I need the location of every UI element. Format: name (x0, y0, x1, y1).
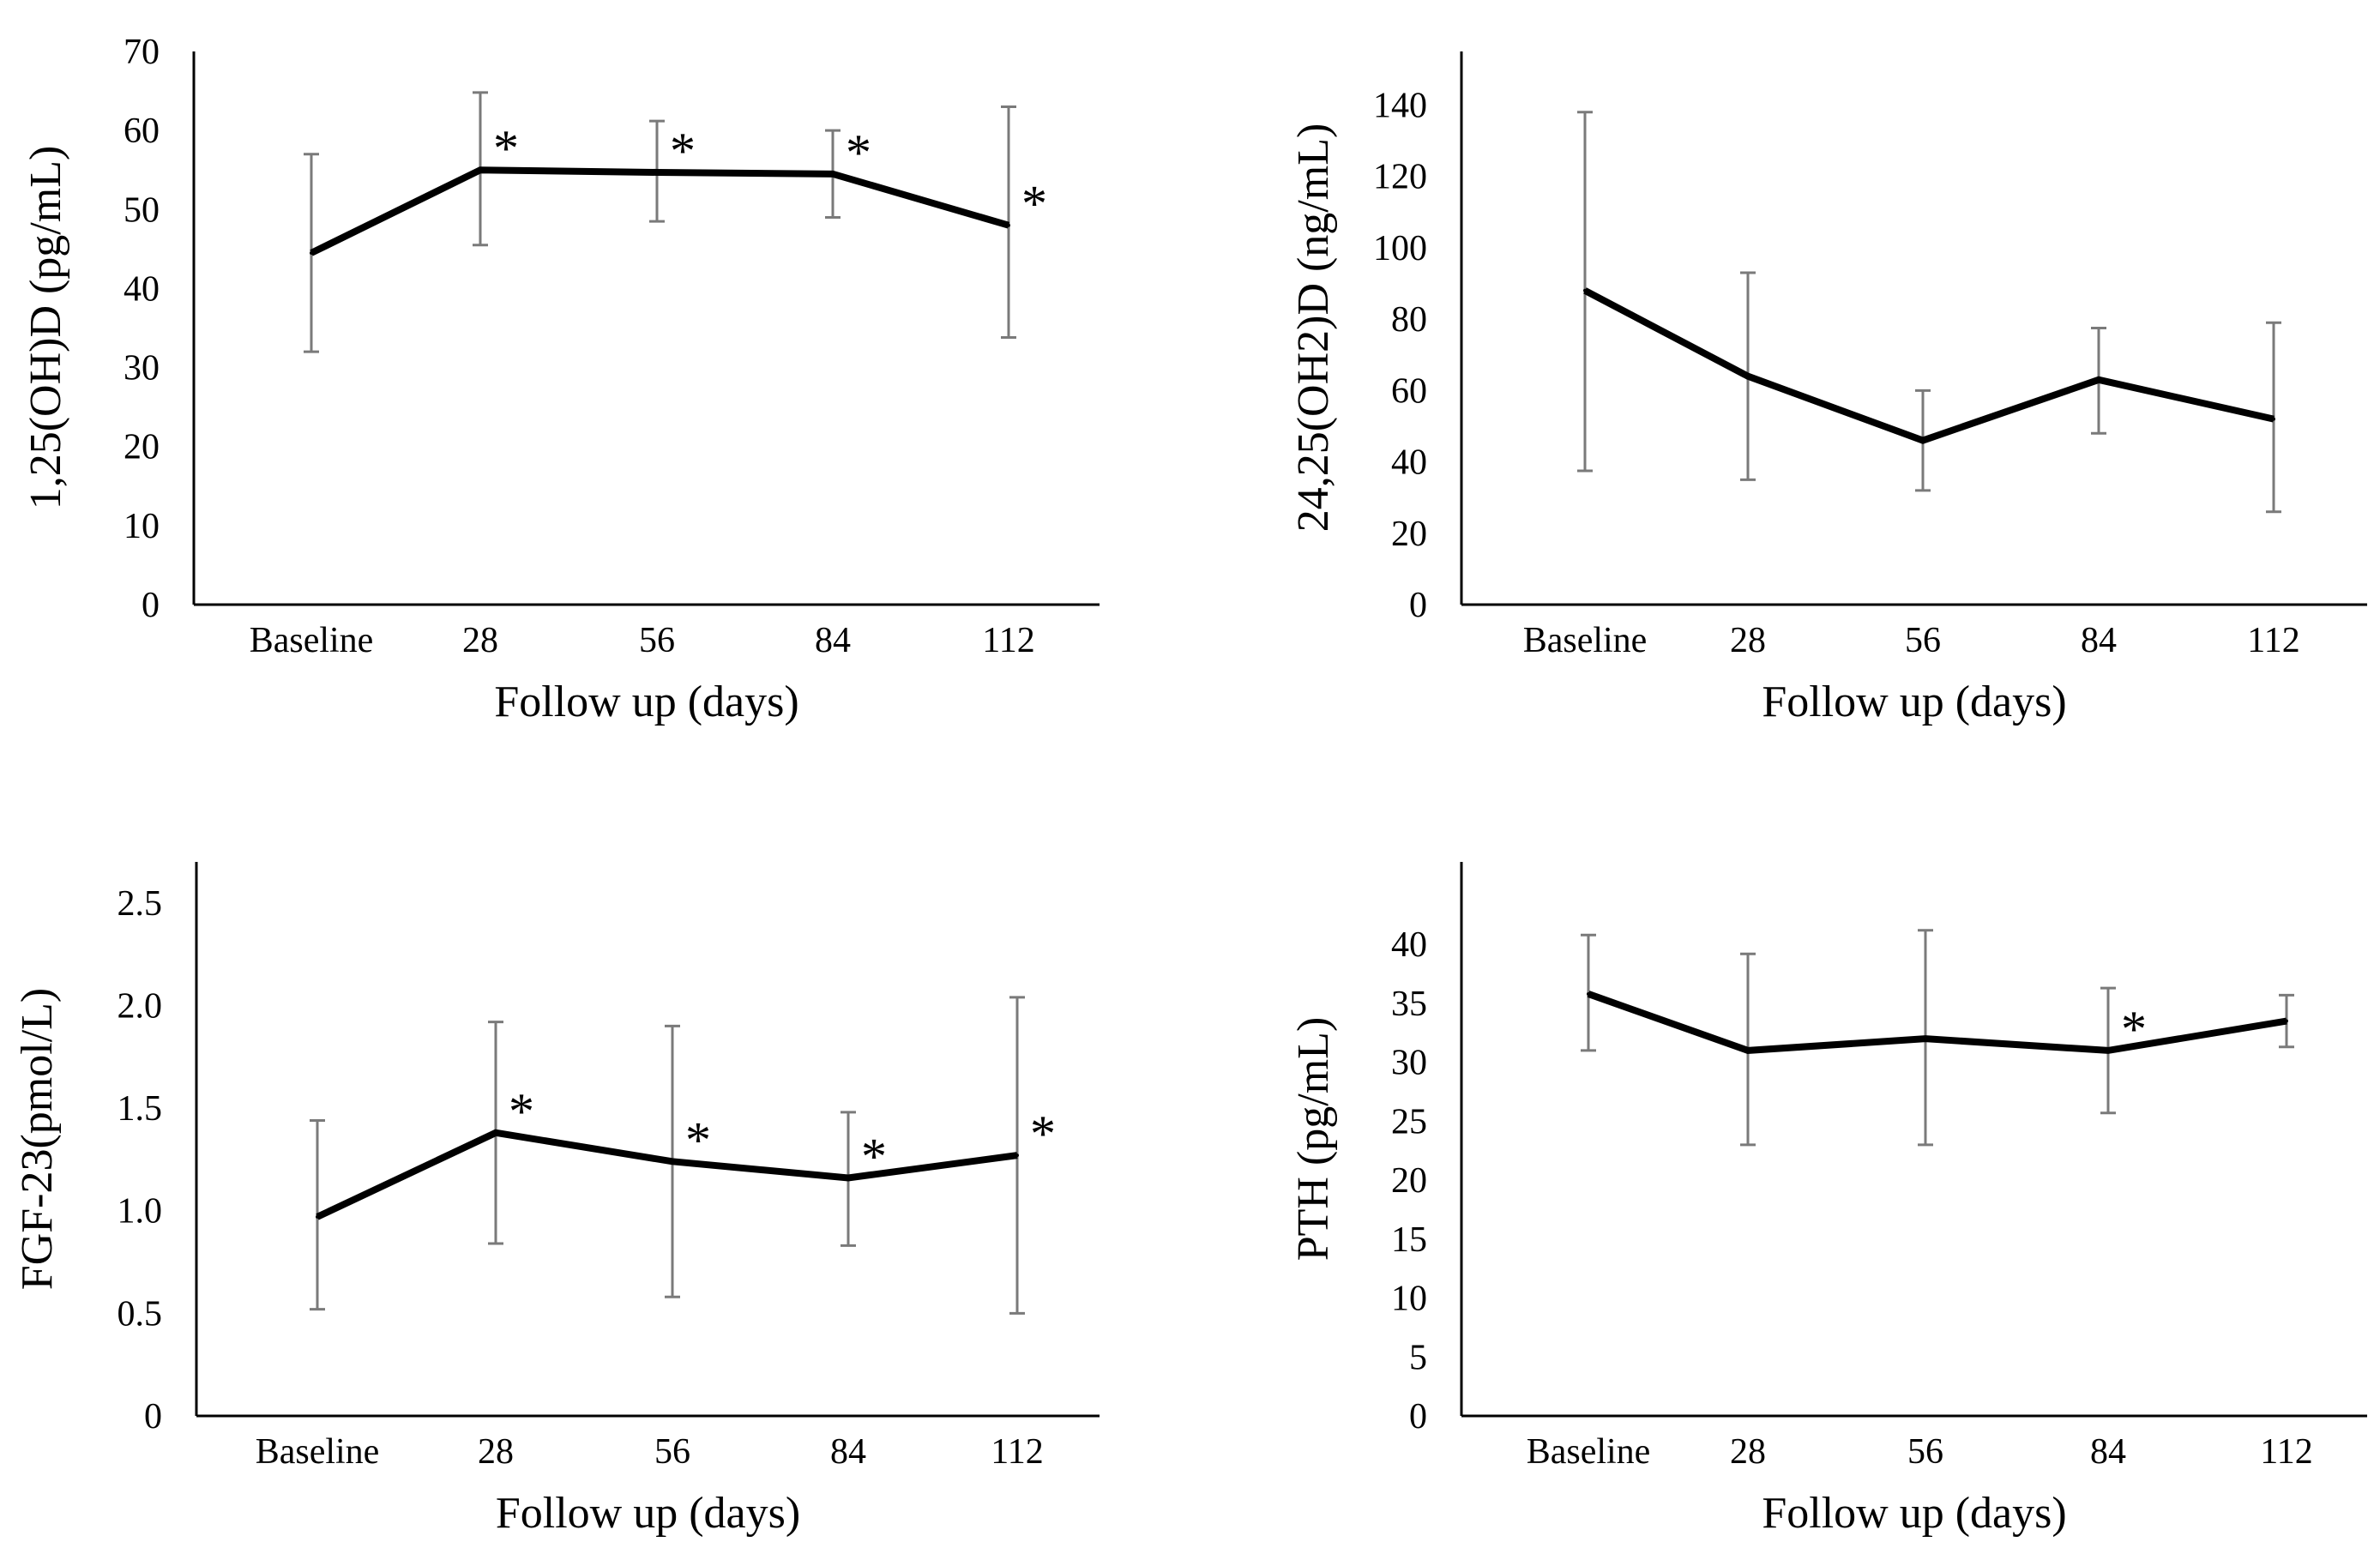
y-tick-label: 20 (124, 428, 160, 467)
significance-marker: * (509, 1083, 534, 1140)
x-tick-label: 56 (639, 621, 675, 660)
x-tick-label: Baseline (256, 1432, 380, 1472)
y-tick-label: 40 (1391, 925, 1427, 965)
x-tick-label: Baseline (1527, 1432, 1651, 1472)
x-tick-label: 112 (2247, 621, 2299, 660)
x-tick-label: 28 (1730, 621, 1766, 660)
significance-marker: * (846, 124, 871, 181)
y-tick-label: 0 (1409, 586, 1427, 625)
significance-marker: * (1030, 1105, 1056, 1162)
data-point (1746, 1048, 1750, 1052)
chart-panel-4: 0 5 10 15 20 25 30 35 40 Baseline 28 56 84 112 Follow … (1289, 862, 2367, 1538)
y-axis-title: PTH (pg/mL) (1289, 1017, 1338, 1262)
significance-marker: * (861, 1128, 887, 1184)
y-tick-label: 30 (124, 349, 160, 388)
x-axis-title: Follow up (days) (1762, 678, 2066, 726)
significance-marker: * (2121, 1001, 2147, 1057)
y-tick-label: 30 (1391, 1044, 1427, 1083)
y-tick-label: 40 (1391, 443, 1427, 483)
data-point (310, 250, 313, 255)
x-tick-label: 56 (1907, 1432, 1943, 1472)
y-tick-label: 20 (1391, 515, 1427, 554)
data-point (2097, 377, 2100, 382)
data-point (1007, 223, 1010, 227)
x-tick-label: 112 (991, 1432, 1043, 1472)
x-tick-label: Baseline (1523, 621, 1648, 660)
data-point (1587, 991, 1590, 996)
series-line (310, 166, 1010, 256)
y-axis-title: 24,25(OH2)D (ng/mL) (1289, 123, 1338, 533)
series-line (1587, 991, 2287, 1054)
data-point (671, 1159, 674, 1164)
y-tick-label: 5 (1409, 1338, 1427, 1377)
y-tick-label: 40 (124, 269, 160, 309)
x-tick-label: 84 (815, 621, 851, 660)
data-point (1583, 288, 1587, 292)
significance-marker: * (685, 1111, 711, 1168)
y-axis-title: 1,25(OH)D (pg/mL) (21, 146, 70, 510)
y-tick-label: 60 (124, 111, 160, 151)
data-point (479, 168, 482, 172)
significance-marker: * (670, 123, 696, 179)
series-line (316, 1129, 1018, 1220)
y-tick-label: 140 (1373, 86, 1427, 125)
y-tick-label: 10 (124, 507, 160, 546)
x-axis-title: Follow up (days) (494, 678, 798, 726)
data-point (316, 1214, 319, 1219)
x-tick-label: 28 (462, 621, 498, 660)
x-tick-label: 84 (2090, 1432, 2126, 1472)
data-point (655, 170, 659, 174)
data-point (2272, 417, 2275, 421)
x-axis-title: Follow up (days) (496, 1489, 800, 1538)
y-tick-label: 0 (1409, 1397, 1427, 1437)
x-tick-label: 28 (1730, 1432, 1766, 1472)
significance-marker: * (1021, 176, 1047, 232)
data-point (831, 172, 835, 176)
x-tick-label: 56 (1905, 621, 1941, 660)
y-tick-label: 25 (1391, 1102, 1427, 1141)
y-tick-label: 50 (124, 190, 160, 230)
x-tick-label: 84 (830, 1432, 866, 1472)
y-tick-label: 35 (1391, 985, 1427, 1024)
data-point (494, 1130, 497, 1135)
data-point (2285, 1019, 2288, 1023)
y-axis-title: FGF-23(pmol/L) (13, 988, 62, 1290)
data-point (2106, 1048, 2110, 1052)
x-tick-label: 112 (982, 621, 1034, 660)
y-tick-label: 10 (1391, 1280, 1427, 1319)
chart-panel-3: 0 0.5 1.0 1.5 2.0 2.5 Baseline 28 56 84 112 Follow … (13, 862, 1100, 1538)
y-tick-label: 15 (1391, 1220, 1427, 1260)
data-point (1746, 374, 1750, 378)
y-tick-label: 20 (1391, 1161, 1427, 1201)
y-tick-label: 2.0 (117, 986, 163, 1026)
x-tick-label: 112 (2260, 1432, 2312, 1472)
chart-panel-2: 0 20 40 60 80 100 120 140 Baseline 28 56 84 112 Follo… (1289, 51, 2367, 726)
y-tick-label: 80 (1391, 300, 1427, 340)
y-tick-label: 60 (1391, 371, 1427, 411)
data-point (1015, 1153, 1019, 1158)
significance-marker: * (493, 120, 519, 177)
y-tick-label: 2.5 (117, 884, 163, 924)
y-tick-label: 100 (1373, 229, 1427, 268)
y-tick-label: 1.5 (117, 1089, 163, 1129)
data-point (1924, 1037, 1927, 1041)
x-tick-label: 56 (654, 1432, 690, 1472)
x-tick-label: Baseline (250, 621, 374, 660)
x-tick-label: 28 (478, 1432, 514, 1472)
data-point (847, 1176, 850, 1180)
y-tick-label: 0 (144, 1397, 162, 1437)
y-tick-label: 0.5 (117, 1294, 163, 1334)
y-tick-label: 1.0 (117, 1192, 163, 1232)
data-point (1921, 438, 1925, 443)
y-tick-label: 0 (142, 586, 160, 625)
chart-panel-1: 0 10 20 30 40 50 60 70 Baseline 28 56 84 112 Follow u… (21, 33, 1100, 726)
x-tick-label: 84 (2081, 621, 2117, 660)
series-line (1583, 287, 2275, 444)
y-tick-label: 120 (1373, 158, 1427, 197)
y-tick-label: 70 (124, 33, 160, 72)
x-axis-title: Follow up (days) (1762, 1489, 2066, 1538)
